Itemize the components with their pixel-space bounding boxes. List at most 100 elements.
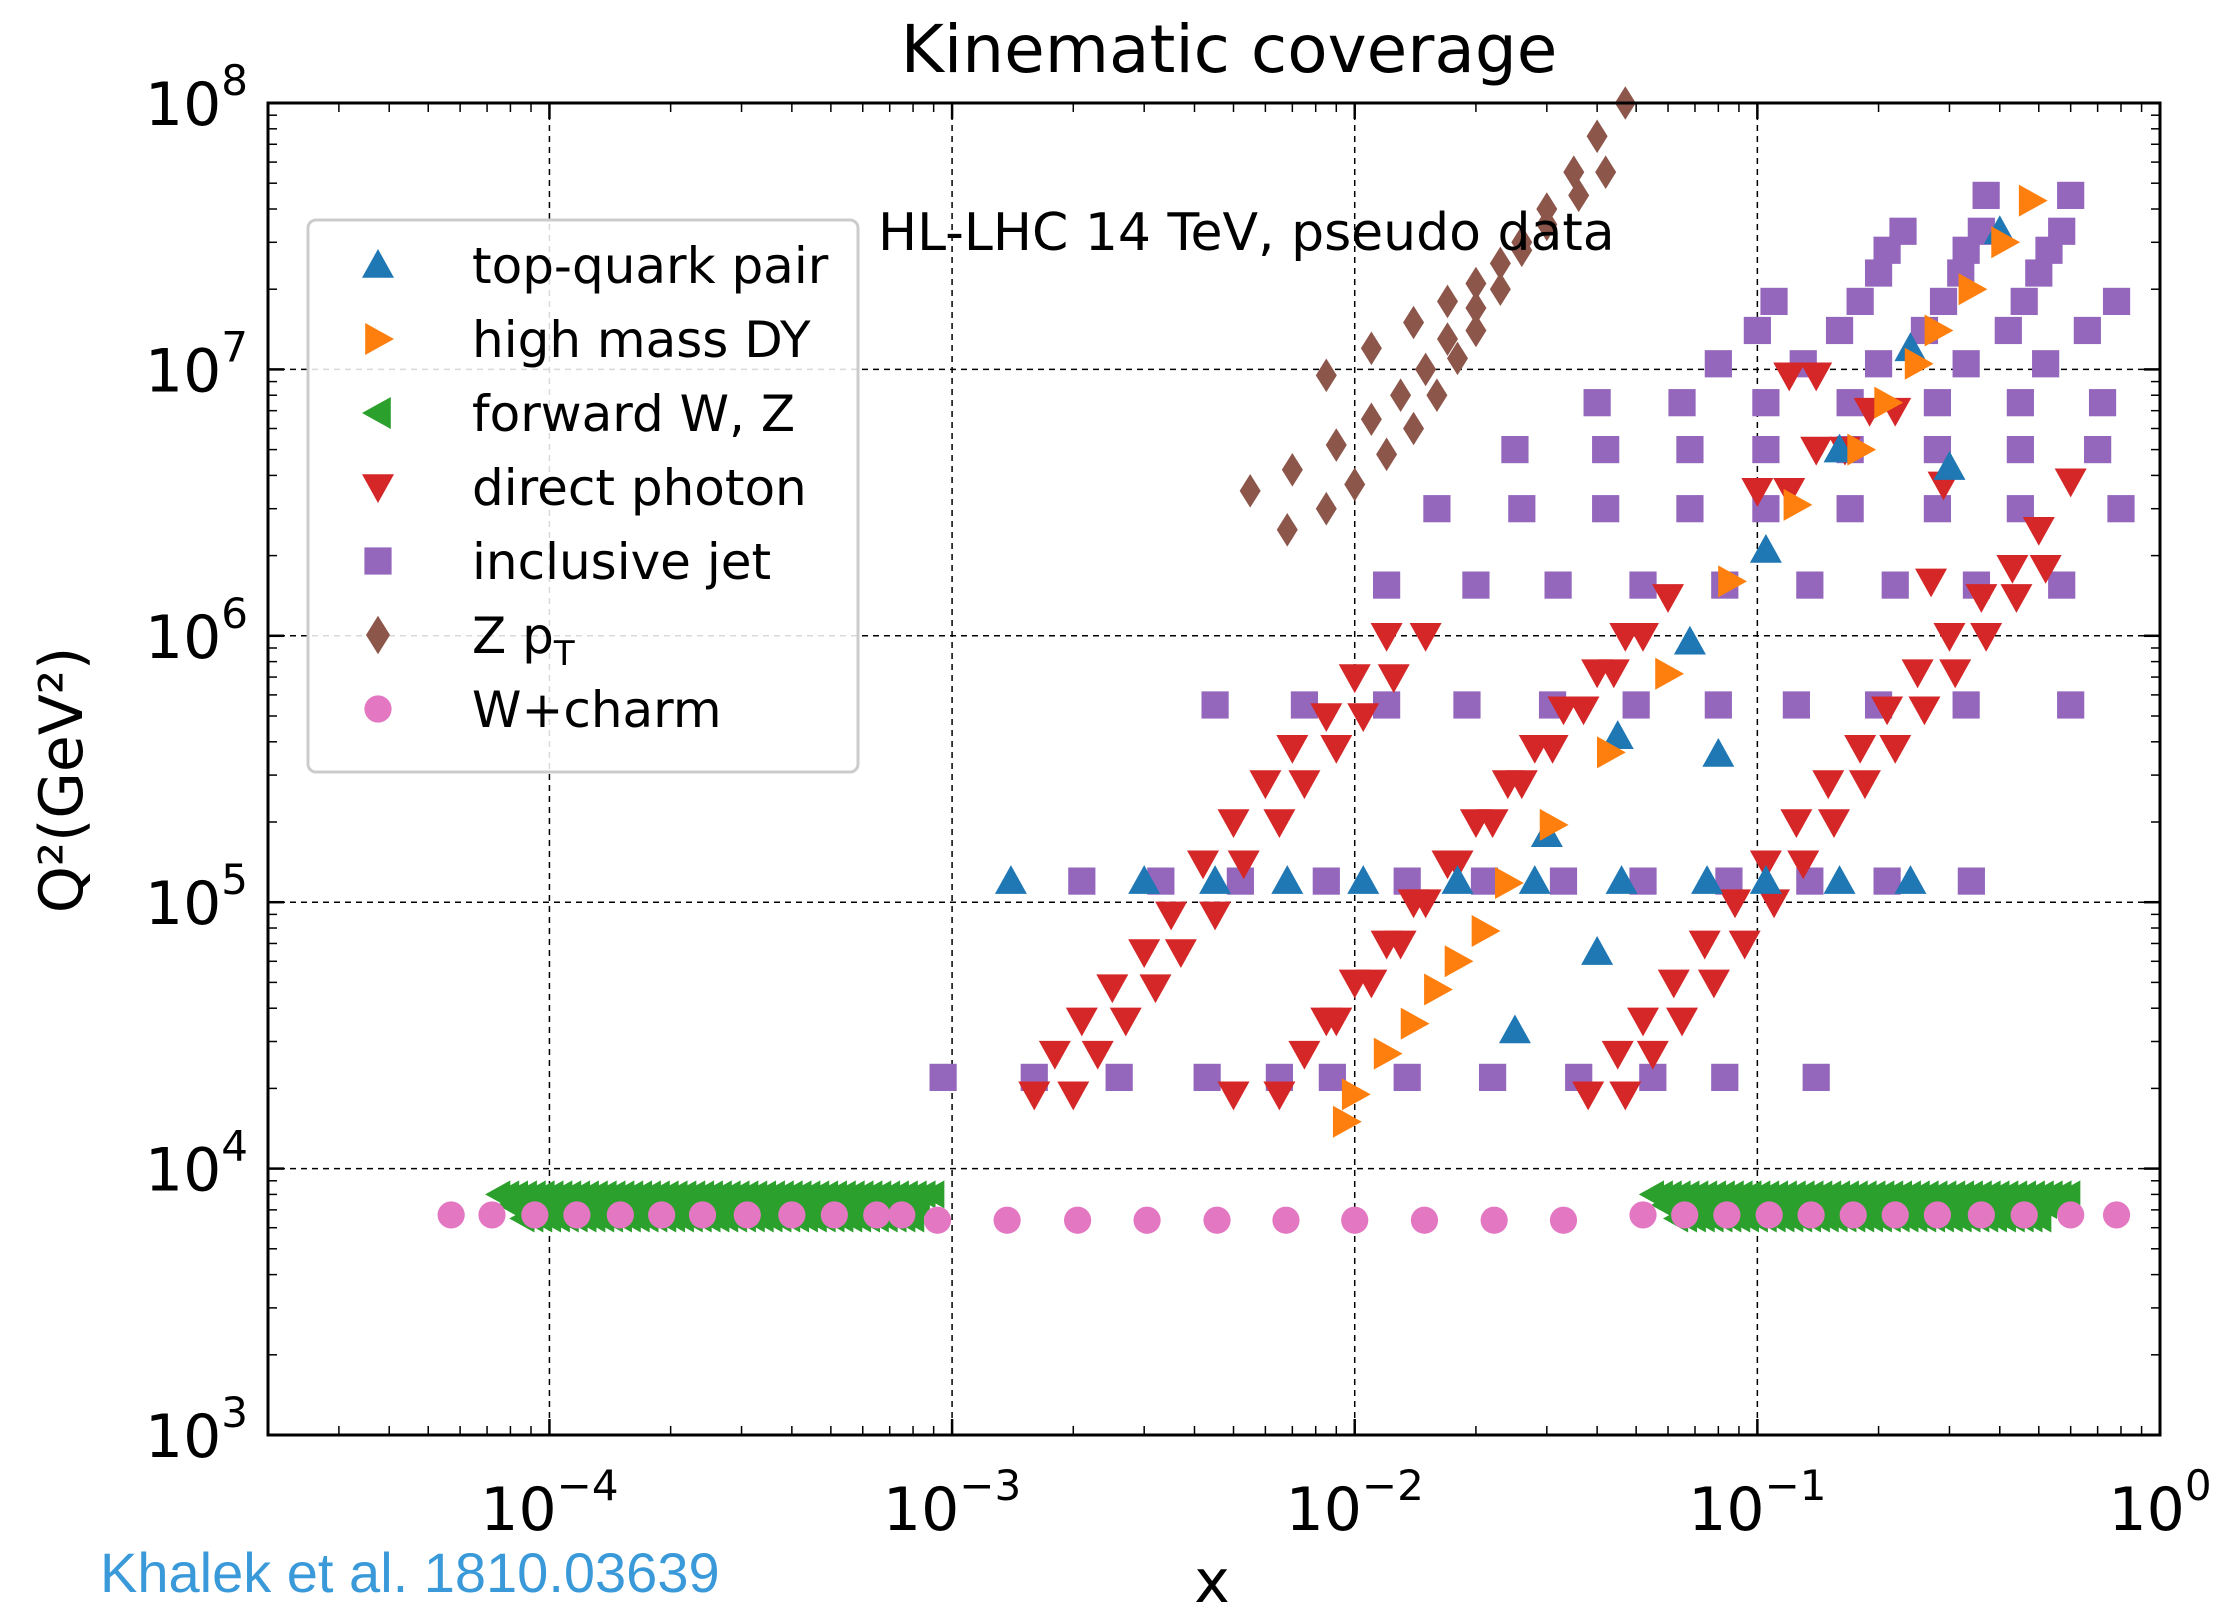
inclusive-jet-point [1622, 691, 1650, 719]
direct-photon-point [1697, 969, 1730, 999]
inclusive-jet-point [1462, 571, 1490, 599]
legend: top-quark pair high mass DY forward W, Z di… [306, 218, 860, 774]
inclusive-jet-point [1501, 435, 1529, 464]
direct-photon-point [1263, 1081, 1296, 1111]
inclusive-jet-point [1423, 495, 1451, 523]
top-quark-pair-point [1691, 865, 1724, 894]
direct-photon-point [1310, 703, 1343, 732]
inclusive-jet-point [1743, 316, 1771, 345]
direct-photon-point [1758, 889, 1791, 919]
w-charm-point [1064, 1206, 1092, 1234]
direct-photon-point [1581, 659, 1614, 689]
w-charm-point [2010, 1201, 2038, 1229]
direct-photon-point [1728, 930, 1761, 960]
top-quark-pair-point [1673, 625, 1706, 655]
legend-label: W+charm [472, 681, 722, 739]
inclusive-jet-point [1929, 287, 1958, 315]
direct-photon-point [1800, 436, 1833, 466]
high-mass-dy-point [1924, 314, 1954, 347]
direct-photon-point [2000, 584, 2033, 613]
inclusive-jet-point [1802, 1063, 1830, 1091]
inclusive-jet-point [2048, 217, 2076, 245]
direct-photon-point [1018, 1081, 1051, 1111]
direct-photon-point [1109, 1007, 1142, 1037]
direct-photon-point [1908, 696, 1941, 726]
top-quark-pair-point [1518, 865, 1551, 894]
inclusive-jet-point [1864, 259, 1893, 287]
direct-photon-point [1217, 1081, 1250, 1111]
inclusive-jet-point [1508, 495, 1536, 523]
data-points [437, 86, 2135, 1234]
top-quark-pair-point [1605, 865, 1638, 894]
high-mass-dy-point [1904, 347, 1934, 380]
inclusive-jet-point [2025, 259, 2053, 287]
x-tick-label: 100 [2108, 1461, 2211, 1545]
legend-box [306, 218, 860, 774]
legend-marker [364, 547, 392, 575]
w-charm-point [688, 1201, 717, 1229]
direct-photon-point [1800, 362, 1833, 392]
direct-photon-point [2029, 554, 2062, 584]
w-charm-point [606, 1201, 634, 1229]
w-charm-point [888, 1201, 916, 1229]
top-quark-pair-point [1823, 865, 1856, 894]
direct-photon-point [1249, 770, 1282, 800]
w-charm-point [1410, 1206, 1439, 1234]
direct-photon-point [1780, 809, 1813, 839]
legend-marker [365, 323, 394, 355]
inclusive-jet-point [1923, 495, 1952, 523]
top-quark-pair-point [1894, 332, 1927, 362]
z-p-t-point [1465, 313, 1487, 348]
inclusive-jet-point [1752, 389, 1780, 417]
top-quark-pair-point [1271, 865, 1304, 894]
inclusive-jet-point [1760, 287, 1788, 315]
legend-marker [362, 397, 391, 429]
w-charm-point [1881, 1201, 1909, 1229]
inclusive-jet-point [1470, 867, 1499, 895]
top-quark-pair-point [1199, 865, 1232, 894]
direct-photon-point [1688, 930, 1721, 960]
annotation-text: HL-LHC 14 TeV, pseudo data [878, 203, 1615, 263]
z-p-t-point [1437, 322, 1459, 356]
inclusive-jet-point [1957, 867, 1985, 895]
z-p-t-point [1415, 352, 1437, 387]
direct-photon-point [1217, 809, 1250, 839]
inclusive-jet-point [1668, 389, 1696, 417]
inclusive-jet-point [2032, 350, 2060, 378]
inclusive-jet-point [1676, 435, 1704, 464]
direct-photon-point [1848, 770, 1881, 800]
high-mass-dy-point [1471, 914, 1501, 947]
w-charm-point [521, 1201, 549, 1229]
top-quark-pair-point [1347, 865, 1380, 894]
legend-marker [366, 615, 390, 655]
x-tick-label: 10−1 [1688, 1461, 1826, 1545]
w-charm-point [1480, 1206, 1508, 1234]
x-axis-label: x [1194, 1547, 1230, 1607]
direct-photon-point [1518, 734, 1551, 764]
inclusive-jet-point [1201, 691, 1229, 719]
direct-photon-point [1933, 623, 1966, 652]
direct-photon-point [1347, 703, 1380, 732]
direct-photon-point [1601, 1040, 1634, 1070]
y-tick-label: 103 [145, 1388, 248, 1472]
z-p-t-point [1489, 272, 1511, 307]
inclusive-jet-point [1318, 1063, 1346, 1091]
direct-photon-point [1636, 1040, 1669, 1070]
direct-photon-point [1844, 734, 1877, 764]
direct-photon-point [1155, 901, 1188, 931]
inclusive-jet-point [1952, 691, 1980, 719]
legend-marker [362, 249, 394, 278]
legend-marker [364, 695, 392, 723]
high-mass-dy-point [1341, 1078, 1371, 1111]
w-charm-point [437, 1201, 465, 1229]
inclusive-jet-point [2057, 691, 2085, 719]
inclusive-jet-point [1923, 389, 1952, 417]
inclusive-jet-point [2088, 389, 2117, 417]
inclusive-jet-point [1583, 389, 1611, 417]
inclusive-jet-point [2107, 495, 2135, 523]
direct-photon-point [1320, 734, 1353, 764]
inclusive-jet-point [1796, 571, 1824, 599]
direct-photon-point [1652, 584, 1685, 613]
direct-photon-point [1547, 696, 1580, 726]
inclusive-jet-point [1372, 571, 1401, 599]
